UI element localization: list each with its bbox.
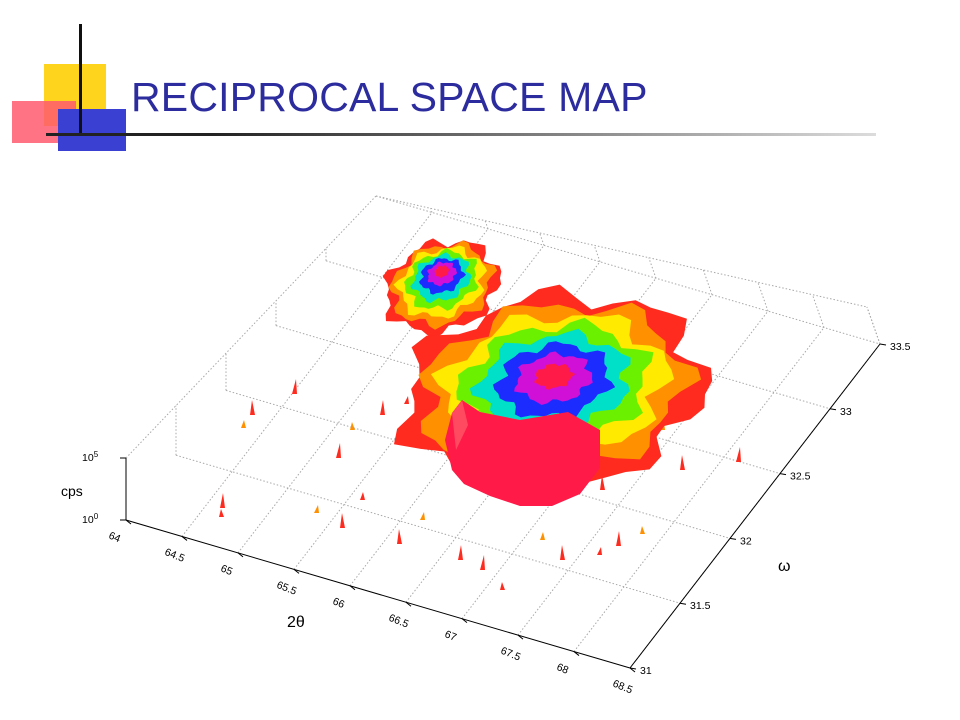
x-tick-label: 65 [219, 563, 234, 579]
peak-small-contour [434, 265, 450, 279]
y-tick-label: 32.5 [790, 471, 811, 483]
floor-grid-y [175, 454, 681, 604]
noise-spike [241, 420, 246, 428]
back-wall-grid-vertical [866, 306, 881, 345]
z-tick-label: 105 [82, 450, 99, 464]
x-tick-label: 66 [331, 595, 346, 611]
y-tick-mark [729, 537, 737, 540]
far-wall-edge [866, 306, 881, 345]
peak-large-ridge [452, 400, 468, 450]
x-tick-mark [125, 519, 132, 525]
y-tick-mark [779, 473, 787, 476]
x-tick-label: 66.5 [387, 612, 411, 631]
y-tick-label: 31.5 [690, 600, 711, 612]
x-tick-label: 67.5 [499, 645, 523, 664]
x-tick-mark [461, 618, 468, 624]
x-tick-mark [573, 651, 580, 656]
back-wall-grid-vertical [811, 294, 825, 328]
x-axis-label: 2θ [287, 614, 305, 631]
x-tick-mark [181, 536, 188, 541]
y-tick-label: 32 [740, 535, 752, 547]
x-tick-mark [237, 552, 244, 558]
z-tick-label: 100 [82, 512, 99, 526]
noise-spike [420, 512, 425, 520]
noise-spike [292, 379, 297, 394]
noise-spike [480, 555, 485, 570]
noise-spike [397, 529, 402, 544]
y-tick-label: 31 [640, 665, 652, 677]
x-axis-line [125, 519, 631, 669]
x-tick-label: 65.5 [275, 579, 299, 598]
page-title: RECIPROCAL SPACE MAP [131, 74, 648, 120]
noise-spike [350, 422, 355, 430]
decor-vertical-line [79, 24, 82, 136]
peak-large-cap [445, 400, 600, 506]
back-wall-grid-vertical [593, 245, 601, 262]
noise-spike [404, 396, 409, 404]
left-wall-top-edge [125, 195, 377, 459]
noise-spike [360, 492, 365, 500]
back-wall-grid-vertical [484, 220, 489, 230]
y-tick-mark [879, 343, 887, 346]
x-axis-ticks: 64 64.5 65 65.5 66 66.5 67 67.5 68 68.5 [107, 519, 636, 697]
y-axis-label: ω [778, 558, 791, 575]
y-tick-label: 33 [840, 406, 852, 418]
noise-spike [597, 547, 602, 555]
noise-spike [340, 513, 345, 528]
y-axis-ticks: 31 31.5 32 32.5 33 33.5 [629, 341, 911, 677]
noise-spike [458, 545, 463, 560]
noise-spike [560, 545, 565, 560]
noise-spike [640, 526, 645, 534]
back-wall-grid-vertical [648, 257, 657, 279]
x-tick-label: 64 [107, 530, 122, 546]
x-tick-label: 68 [555, 661, 570, 677]
noise-spike [336, 443, 341, 458]
noise-spike [250, 400, 255, 415]
noise-spike [219, 509, 224, 517]
y-tick-mark [829, 408, 837, 411]
x-tick-mark [293, 568, 300, 574]
x-tick-mark [629, 667, 636, 673]
x-tick-label: 68.5 [611, 678, 635, 697]
noise-spike [616, 531, 621, 546]
noise-spike [680, 455, 685, 470]
back-wall-grid-vertical [430, 208, 433, 213]
y-tick-label: 33.5 [890, 341, 911, 353]
noise-spike [500, 582, 505, 590]
floor-grid-x [181, 212, 433, 537]
noise-spike [600, 475, 605, 490]
noise-spike [540, 532, 545, 540]
x-tick-mark [517, 634, 524, 640]
peak-large-contour [534, 363, 575, 390]
title-underline [46, 133, 876, 136]
z-axis-ticks: 100 105 [82, 450, 126, 526]
y-axis-line [629, 343, 881, 669]
noise-spike [314, 505, 319, 513]
z-axis-label: cps [61, 483, 83, 499]
chart-grid [125, 195, 881, 669]
back-wall-grid-vertical [539, 232, 545, 246]
x-tick-mark [405, 601, 412, 607]
x-tick-label: 64.5 [163, 546, 187, 565]
x-tick-mark [349, 585, 356, 591]
noise-spike [380, 400, 385, 415]
noise-spike [220, 493, 225, 508]
y-tick-mark [629, 667, 637, 670]
x-tick-label: 67 [443, 628, 458, 644]
floor-grid-y [375, 195, 881, 345]
decor-blue-square [58, 109, 126, 151]
noise-spike [736, 447, 741, 462]
surface-plot [219, 238, 741, 590]
back-wall-grid-vertical [702, 269, 713, 295]
chart-axes [125, 343, 881, 669]
back-wall-grid-vertical [757, 282, 769, 312]
y-tick-mark [679, 602, 687, 605]
